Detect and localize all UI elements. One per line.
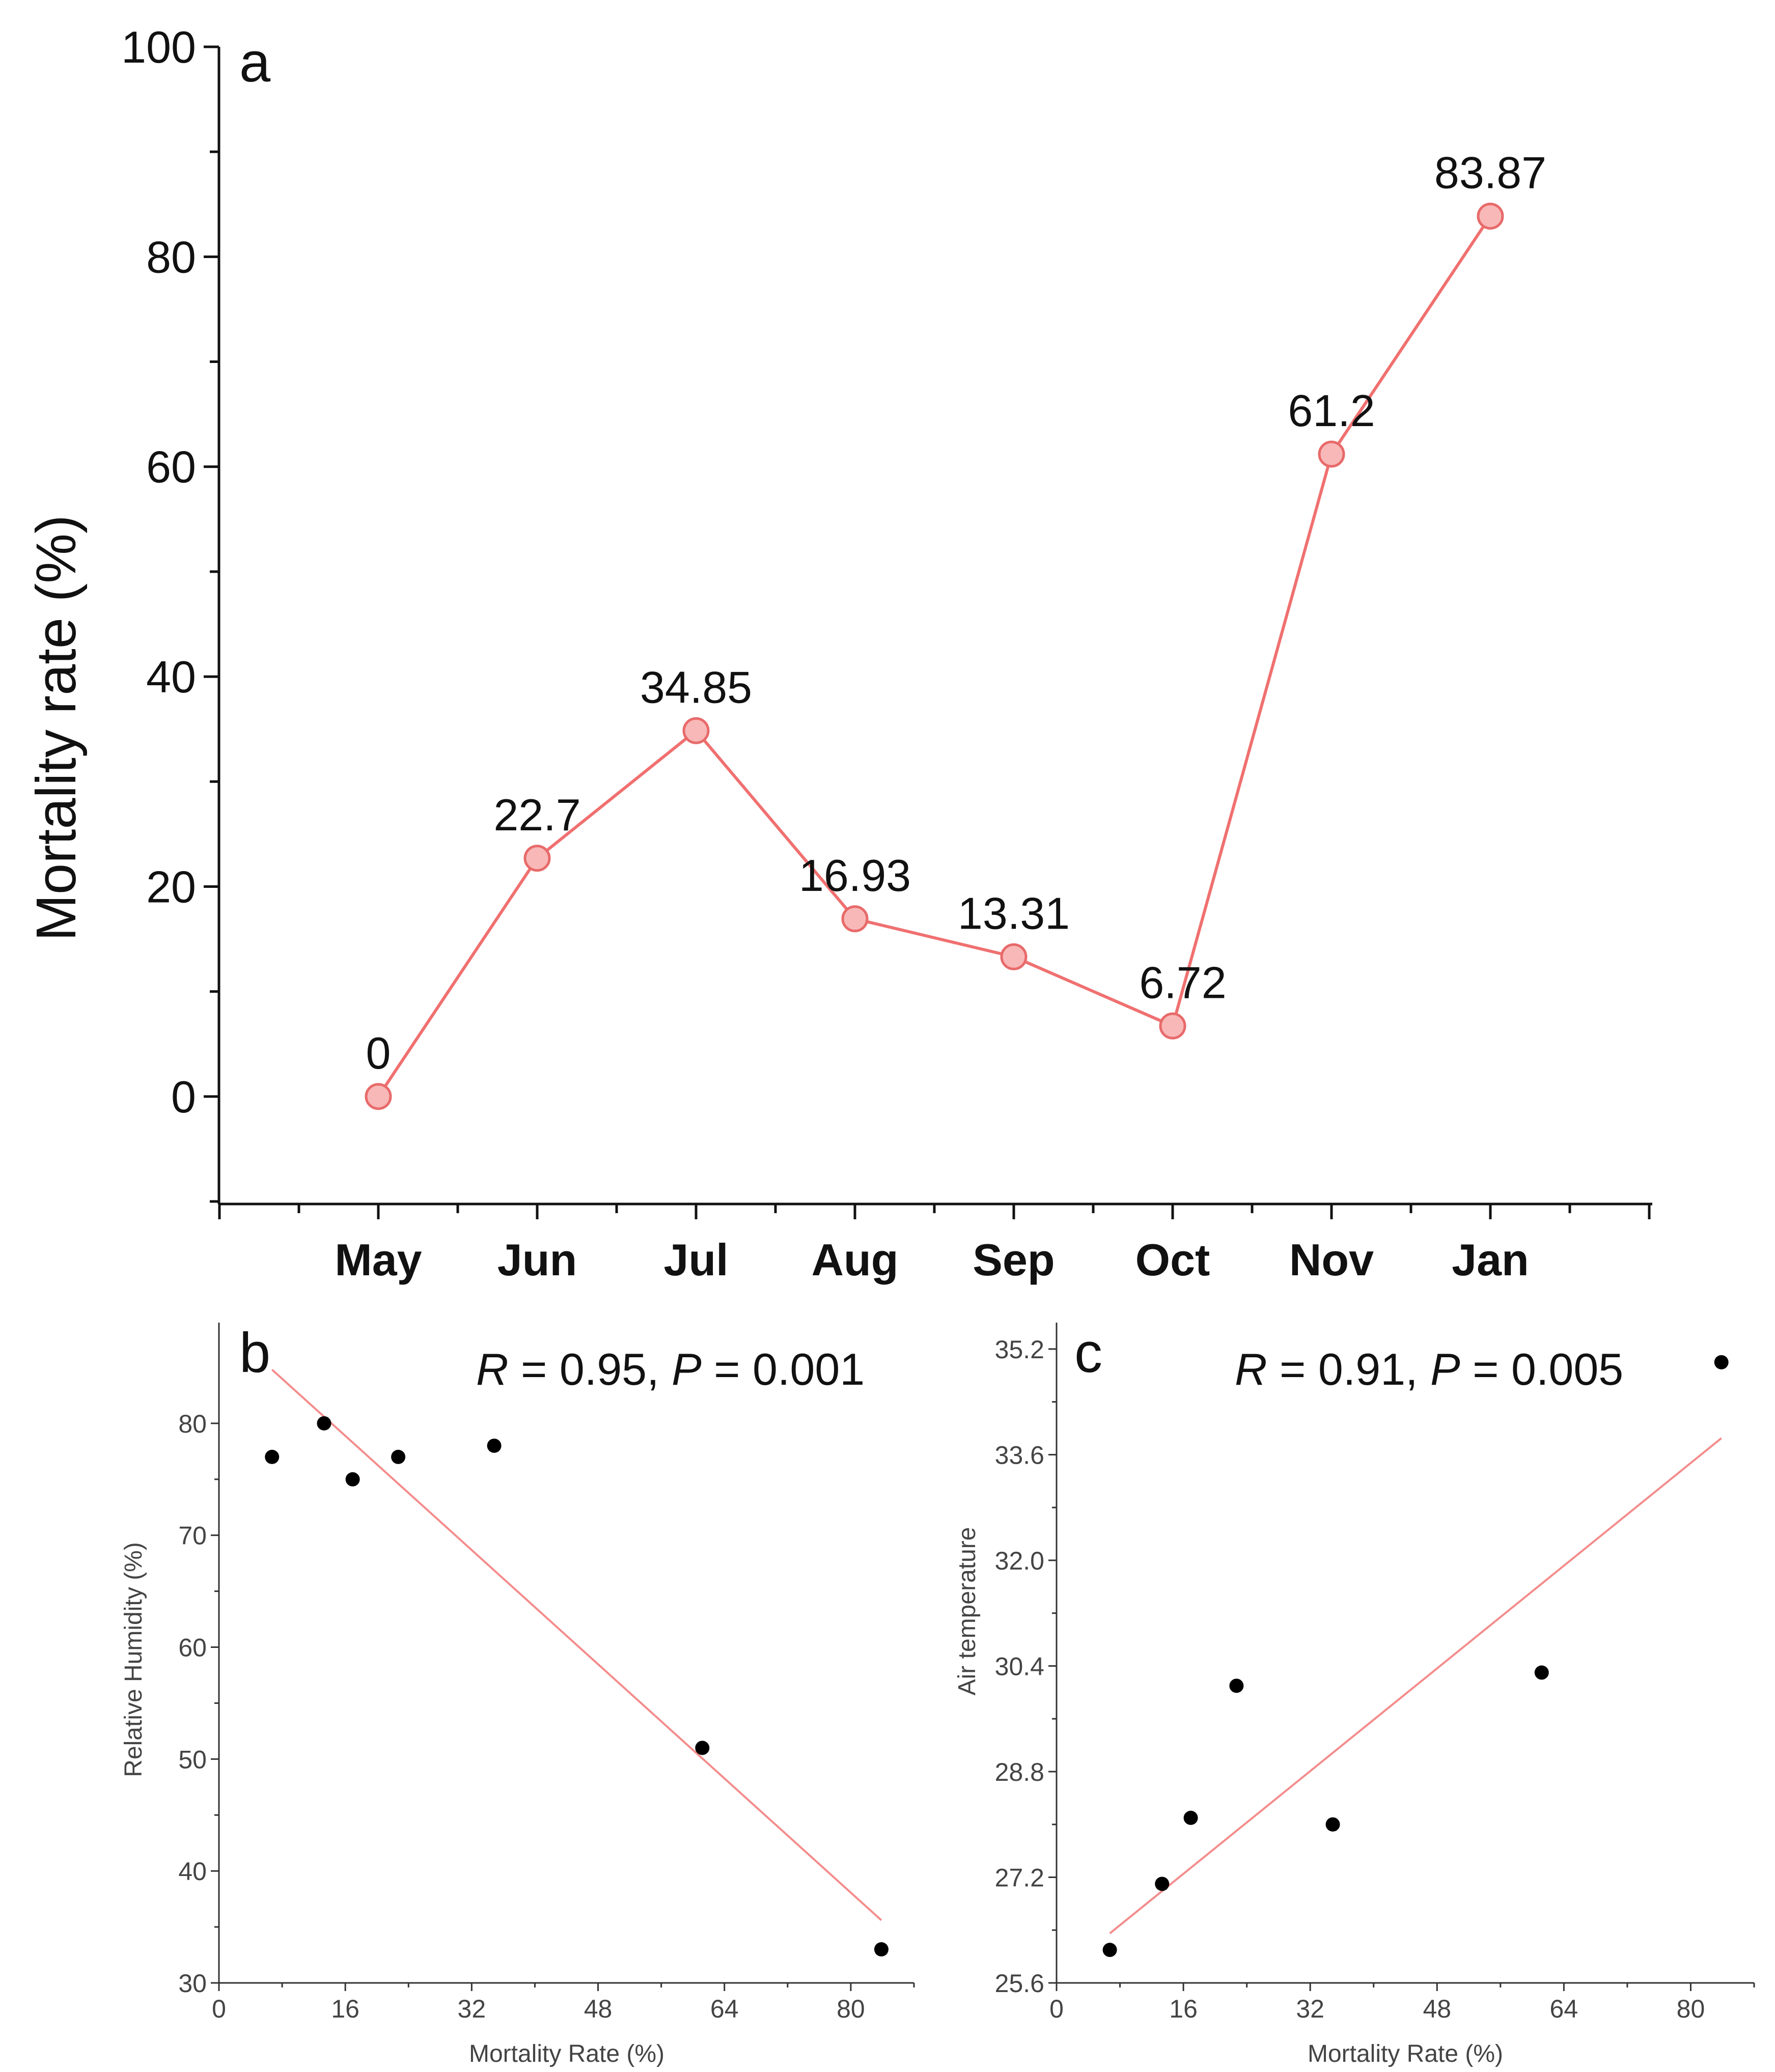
panel-c-x-tick-label: 0 (1049, 1995, 1064, 2023)
panel-a-data-label: 16.93 (799, 850, 911, 901)
panel-a-data-point (1318, 440, 1345, 468)
panel-b-x-tick-label: 0 (212, 1995, 226, 2023)
panel-a-y-tick-label: 0 (171, 1072, 196, 1122)
panel-c-fit-line (1109, 1437, 1722, 1935)
panel-c-letter: c (1074, 1322, 1102, 1384)
panel-a-x-tick-label: May (335, 1235, 422, 1285)
panel-b-x-axis-title: Mortality Rate (%) (469, 2040, 664, 2067)
panel-c-y-axis-title: Air temperature (954, 1527, 981, 1696)
panel-b-y-tick-label: 50 (178, 1745, 207, 1774)
panel-c-y-tick-label: 27.2 (995, 1863, 1044, 1892)
panel-c-y-tick-label: 25.6 (995, 1969, 1044, 1998)
panel-a-data-label: 34.85 (640, 662, 752, 712)
panel-c-x-tick-label: 80 (1677, 1995, 1705, 2023)
panel-c-data-point (1183, 1810, 1198, 1825)
panel-b-y-tick-label: 80 (178, 1410, 207, 1438)
panel-b-data-point (695, 1741, 710, 1755)
panel-c-correlation-annotation: R = 0.91, P = 0.005 (1235, 1344, 1623, 1394)
panel-c-y-tick-label: 32.0 (995, 1547, 1044, 1575)
panel-a-letter: a (239, 31, 271, 94)
panel-a-data-point (523, 845, 551, 872)
panel-b-y-tick-label: 30 (178, 1969, 207, 1998)
panel-c-data-point (1325, 1817, 1340, 1832)
panel-c-y-tick-label: 33.6 (995, 1441, 1044, 1469)
panel-c-scatter-chart: c R = 0.91, P = 0.005 Mortality Rate (%)… (954, 1322, 1755, 2067)
panel-c-x-tick-label: 32 (1296, 1995, 1324, 2023)
panel-a-x-tick-label: Jul (663, 1235, 728, 1285)
panel-a-y-tick-label: 100 (121, 22, 196, 72)
panel-b-y-tick-label: 40 (178, 1857, 207, 1886)
panel-a-data-point (365, 1083, 392, 1110)
panel-a-y-axis-title: Mortality rate (%) (25, 515, 88, 941)
panel-a-data-label: 83.87 (1434, 148, 1546, 198)
panel-a-series-line (377, 215, 1492, 1098)
panel-a-x-tick-label: Nov (1289, 1235, 1374, 1285)
panel-a-x-tick-label: Aug (811, 1235, 898, 1285)
panel-b-x-tick-label: 80 (837, 1995, 865, 2023)
panel-a-data-point (682, 717, 710, 744)
panel-a-data-label: 61.2 (1288, 385, 1375, 436)
panel-a-x-tick-label: Oct (1135, 1235, 1210, 1285)
panel-b-y-tick-label: 70 (178, 1522, 207, 1550)
panel-b-scatter-chart: b R = 0.95, P = 0.001 Mortality Rate (%)… (120, 1322, 915, 2067)
panel-c-x-tick-label: 16 (1169, 1995, 1198, 2023)
panel-a-data-label: 22.7 (493, 790, 580, 840)
panel-b-x-tick-label: 16 (331, 1995, 359, 2023)
panel-a-y-tick-label: 60 (146, 442, 196, 492)
panel-b-data-point (874, 1942, 889, 1957)
panel-a-data-label: 0 (366, 1028, 391, 1078)
panel-c-data-point (1102, 1943, 1117, 1957)
panel-c-data-point (1229, 1678, 1244, 1693)
panel-c-y-tick-label: 28.8 (995, 1758, 1044, 1786)
panel-a-line-chart: a Mortality rate (%) 0 20 40 60 80 100 May Jun J… (25, 22, 1652, 1285)
panel-b-data-point (265, 1449, 280, 1464)
panel-a-data-point (1159, 1012, 1186, 1040)
panel-b-data-point (391, 1449, 406, 1464)
panel-c-data-point (1534, 1665, 1549, 1680)
panel-b-letter: b (239, 1322, 270, 1384)
panel-b-x-tick-label: 64 (710, 1995, 739, 2023)
panel-c-data-point (1155, 1877, 1170, 1891)
panel-b-data-point (345, 1472, 360, 1487)
panel-a-data-label: 6.72 (1139, 957, 1226, 1007)
panel-a-data-point (841, 905, 869, 933)
panel-b-data-point (487, 1438, 502, 1453)
panel-a-y-tick-label: 80 (146, 232, 196, 282)
panel-c-x-tick-label: 64 (1550, 1995, 1578, 2023)
panel-a-data-point (1477, 203, 1504, 230)
panel-a-x-tick-label: Sep (973, 1235, 1055, 1285)
panel-a-data-label: 13.31 (958, 888, 1070, 938)
panel-b-x-tick-label: 48 (584, 1995, 613, 2023)
panel-a-x-tick-label: Jan (1452, 1235, 1529, 1285)
panel-b-correlation-annotation: R = 0.95, P = 0.001 (476, 1344, 865, 1394)
panel-b-x-tick-label: 32 (458, 1995, 486, 2023)
panel-b-y-axis-title: Relative Humidity (%) (120, 1542, 147, 1777)
panel-a-data-point (1000, 943, 1028, 970)
panel-b-data-point (317, 1416, 331, 1431)
panel-b-y-tick-label: 60 (178, 1634, 207, 1662)
panel-c-data-point (1714, 1355, 1729, 1369)
panel-c-x-tick-label: 48 (1423, 1995, 1451, 2023)
panel-c-x-axis-title: Mortality Rate (%) (1308, 2040, 1503, 2067)
panel-a-x-tick-label: Jun (497, 1235, 577, 1285)
panel-b-fit-line (271, 1368, 882, 1921)
panel-c-y-tick-label: 35.2 (995, 1335, 1044, 1364)
panel-c-y-tick-label: 30.4 (995, 1652, 1044, 1681)
panel-a-y-tick-label: 40 (146, 652, 196, 702)
panel-a-y-tick-label: 20 (146, 861, 196, 912)
